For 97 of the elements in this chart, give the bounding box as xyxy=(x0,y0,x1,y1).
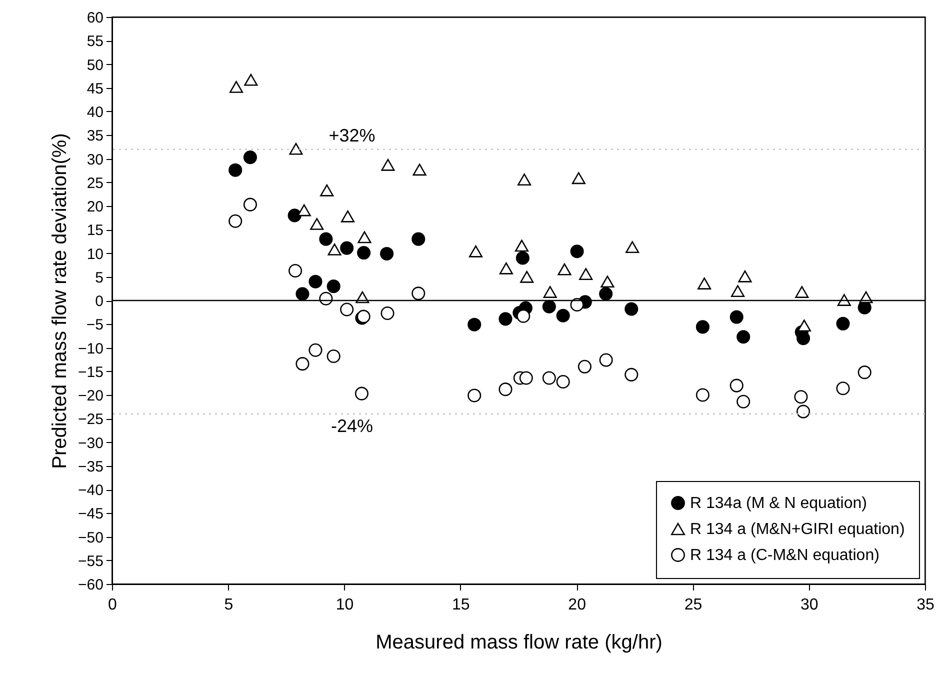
point xyxy=(797,320,811,332)
point xyxy=(340,241,354,255)
x-tick-label: 5 xyxy=(224,596,234,614)
y-tick-label: −35 xyxy=(78,458,104,476)
point xyxy=(289,142,303,155)
point xyxy=(310,218,324,230)
y-tick-label: 0 xyxy=(95,293,104,310)
point xyxy=(328,244,342,256)
point xyxy=(412,232,426,246)
point xyxy=(730,378,744,392)
point xyxy=(340,210,355,222)
y-tick-label: 55 xyxy=(86,33,104,50)
point xyxy=(412,164,426,176)
point xyxy=(228,163,242,177)
legend-label: R 134 a (C-M&N equation) xyxy=(690,547,880,564)
point xyxy=(600,276,614,288)
x-tick-label: 35 xyxy=(916,596,934,614)
point xyxy=(626,241,640,254)
point xyxy=(380,246,394,260)
point xyxy=(358,231,372,244)
point xyxy=(579,268,593,280)
point xyxy=(520,270,534,283)
point xyxy=(599,287,613,301)
point xyxy=(572,172,586,184)
point xyxy=(514,240,529,252)
y-tick-label: 60 xyxy=(86,10,104,26)
point xyxy=(796,332,810,346)
point xyxy=(518,174,532,186)
y-tick-label: 35 xyxy=(86,128,104,145)
y-tick-label: −40 xyxy=(78,482,104,499)
point xyxy=(698,278,712,290)
point xyxy=(244,74,258,86)
point xyxy=(542,300,556,314)
point xyxy=(731,285,745,298)
x-tick-label: 30 xyxy=(800,596,818,614)
point xyxy=(696,320,710,334)
point xyxy=(516,251,530,265)
point xyxy=(319,232,333,246)
x-axis-title: Measured mass flow rate (kg/hr) xyxy=(376,632,662,654)
x-tick-label: 10 xyxy=(336,596,354,614)
y-tick-label: −55 xyxy=(78,552,104,570)
y-tick-label: −5 xyxy=(86,316,104,334)
ref-line-label: +32% xyxy=(328,125,376,146)
y-tick-label: −60 xyxy=(78,576,104,594)
point xyxy=(519,371,533,385)
y-tick-label: 10 xyxy=(86,246,104,263)
point xyxy=(624,302,638,316)
point xyxy=(297,204,311,216)
y-tick-label: −15 xyxy=(78,364,104,381)
point xyxy=(836,316,850,330)
point xyxy=(558,263,572,276)
y-tick-label: 30 xyxy=(86,151,104,168)
y-tick-label: −20 xyxy=(78,388,104,404)
point xyxy=(730,310,744,324)
point xyxy=(296,287,310,301)
point xyxy=(381,158,395,171)
y-tick-label: 5 xyxy=(95,269,104,286)
point xyxy=(556,308,570,322)
point xyxy=(288,208,302,222)
legend-label: R 134 a (M&N+GIRI equation) xyxy=(690,521,905,538)
y-tick-label: 25 xyxy=(86,174,104,192)
point xyxy=(296,357,310,371)
point xyxy=(543,286,557,298)
point xyxy=(243,150,257,164)
point xyxy=(357,246,371,260)
point xyxy=(468,318,482,332)
x-tick-label: 15 xyxy=(452,596,470,614)
y-axis-title: Predicted mass flow rate deviation(%) xyxy=(49,133,72,469)
point xyxy=(516,309,530,323)
point xyxy=(468,245,483,258)
y-tick-label: −50 xyxy=(78,529,104,546)
point xyxy=(738,270,752,282)
y-tick-label: −30 xyxy=(78,434,104,452)
point xyxy=(326,280,340,294)
y-tick-label: 50 xyxy=(86,56,104,74)
x-tick-label: 25 xyxy=(684,596,702,614)
ref-line-label: -24% xyxy=(330,416,374,436)
x-tick-label: 20 xyxy=(568,596,586,614)
y-tick-label: −45 xyxy=(78,506,104,523)
y-tick-label: 15 xyxy=(86,222,104,240)
y-tick-label: 20 xyxy=(86,198,104,216)
y-tick-label: −10 xyxy=(78,340,104,358)
point xyxy=(499,262,513,274)
point xyxy=(736,330,750,344)
legend-label: R 134a (M & N equation) xyxy=(690,495,867,512)
point xyxy=(498,312,512,326)
point xyxy=(599,353,613,367)
point xyxy=(570,244,584,258)
point xyxy=(320,184,334,196)
y-tick-label: −25 xyxy=(78,411,104,428)
y-tick-label: 45 xyxy=(86,80,104,98)
point xyxy=(498,382,512,396)
y-tick-label: 40 xyxy=(86,104,104,121)
point xyxy=(308,274,322,288)
point xyxy=(795,286,809,298)
x-tick-label: 0 xyxy=(108,596,118,614)
point xyxy=(230,80,244,93)
